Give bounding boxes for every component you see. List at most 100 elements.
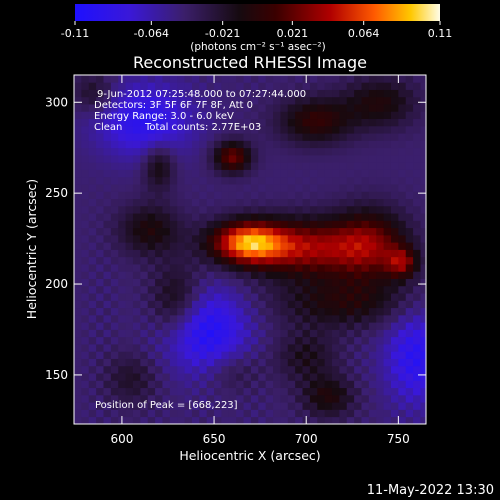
heatmap-cell <box>81 264 90 272</box>
heatmap-cell <box>96 314 104 323</box>
heatmap-cell <box>383 184 392 192</box>
heatmap-cell <box>376 271 385 279</box>
heatmap-cell <box>390 322 399 330</box>
heatmap-cell <box>103 293 112 301</box>
heatmap-cell <box>398 387 407 396</box>
heatmap-cell <box>177 133 185 141</box>
heatmap-cell <box>177 234 185 243</box>
heatmap-cell <box>376 227 385 236</box>
heatmap-cell <box>177 402 185 410</box>
heatmap-cell <box>309 278 318 287</box>
heatmap-cell <box>96 344 104 352</box>
heatmap-cell <box>199 89 208 98</box>
heatmap-cell <box>368 358 377 367</box>
heatmap-cell <box>250 89 259 98</box>
heatmap-cell <box>361 75 370 83</box>
heatmap-cell <box>309 365 318 374</box>
heatmap-cell <box>125 82 134 90</box>
heatmap-cell <box>125 162 134 170</box>
heatmap-cell <box>88 358 97 367</box>
heatmap-cell <box>332 169 340 178</box>
heatmap-cell <box>390 184 399 192</box>
heatmap-cell <box>273 271 281 279</box>
heatmap-cell <box>324 169 333 178</box>
heatmap-cell <box>354 82 362 90</box>
heatmap-cell <box>147 118 156 127</box>
heatmap-cell <box>324 278 333 287</box>
heatmap-cell <box>74 234 82 243</box>
heatmap-cell <box>250 227 259 236</box>
heatmap-cell <box>376 169 385 178</box>
heatmap-cell <box>324 198 333 207</box>
heatmap-cell <box>346 227 355 236</box>
heatmap-cell <box>103 249 112 258</box>
heatmap-cell <box>221 118 230 127</box>
heatmap-cell <box>361 220 370 229</box>
heatmap-cell <box>420 402 426 410</box>
heatmap-cell <box>162 104 171 112</box>
heatmap-cell <box>125 322 134 330</box>
heatmap-cell <box>184 96 193 105</box>
heatmap-cell <box>155 351 163 359</box>
heatmap-cell <box>339 322 348 330</box>
heatmap-cell <box>228 336 237 345</box>
heatmap-cell <box>332 111 340 120</box>
colorbar-tick-label: -0.021 <box>205 27 240 40</box>
heatmap-cell <box>169 205 178 214</box>
heatmap-cell <box>206 300 215 309</box>
heatmap-cell <box>132 285 141 294</box>
heatmap-cell <box>295 307 303 316</box>
heatmap-cell <box>413 205 421 214</box>
heatmap-cell <box>103 234 112 243</box>
heatmap-cell <box>376 365 385 374</box>
heatmap-cell <box>376 344 385 352</box>
heatmap-cell <box>184 249 193 258</box>
heatmap-cell <box>280 125 289 134</box>
heatmap-cell <box>221 213 230 221</box>
heatmap-cell <box>96 184 104 192</box>
heatmap-cell <box>155 220 163 229</box>
heatmap-cell <box>221 133 230 141</box>
heatmap-cell <box>413 285 421 294</box>
heatmap-cell <box>258 285 267 294</box>
heatmap-cell <box>413 387 421 396</box>
heatmap-cell <box>155 336 163 345</box>
heatmap-cell <box>309 394 318 403</box>
heatmap-cell <box>420 111 426 120</box>
heatmap-cell <box>81 358 90 367</box>
heatmap-cell <box>177 125 185 134</box>
heatmap-cell <box>132 89 141 98</box>
heatmap-cell <box>147 205 156 214</box>
heatmap-cell <box>413 394 421 403</box>
heatmap-cell <box>214 234 222 243</box>
heatmap-cell <box>236 205 244 214</box>
heatmap-cell <box>125 133 134 141</box>
heatmap-cell <box>81 409 90 418</box>
heatmap-cell <box>332 249 340 258</box>
heatmap-cell <box>155 169 163 178</box>
heatmap-cell <box>324 118 333 127</box>
heatmap-cell <box>405 373 414 381</box>
heatmap-cell <box>199 140 208 149</box>
heatmap-cell <box>243 264 252 272</box>
heatmap-cell <box>74 227 82 236</box>
heatmap-cell <box>125 184 134 192</box>
heatmap-cell <box>214 358 222 367</box>
heatmap-cell <box>280 227 289 236</box>
heatmap-cell <box>221 271 230 279</box>
heatmap-cell <box>228 162 237 170</box>
heatmap-cell <box>177 82 185 90</box>
heatmap-cell <box>243 234 252 243</box>
heatmap-cell <box>398 329 407 338</box>
heatmap-cell <box>88 307 97 316</box>
heatmap-cell <box>368 307 377 316</box>
heatmap-cell <box>295 133 303 141</box>
heatmap-cell <box>103 147 112 156</box>
heatmap-cell <box>132 329 141 338</box>
heatmap-cell <box>96 75 104 83</box>
heatmap-cell <box>184 409 193 418</box>
heatmap-cell <box>125 242 134 250</box>
heatmap-cell <box>324 176 333 185</box>
heatmap-cell <box>147 387 156 396</box>
heatmap-cell <box>317 344 326 352</box>
